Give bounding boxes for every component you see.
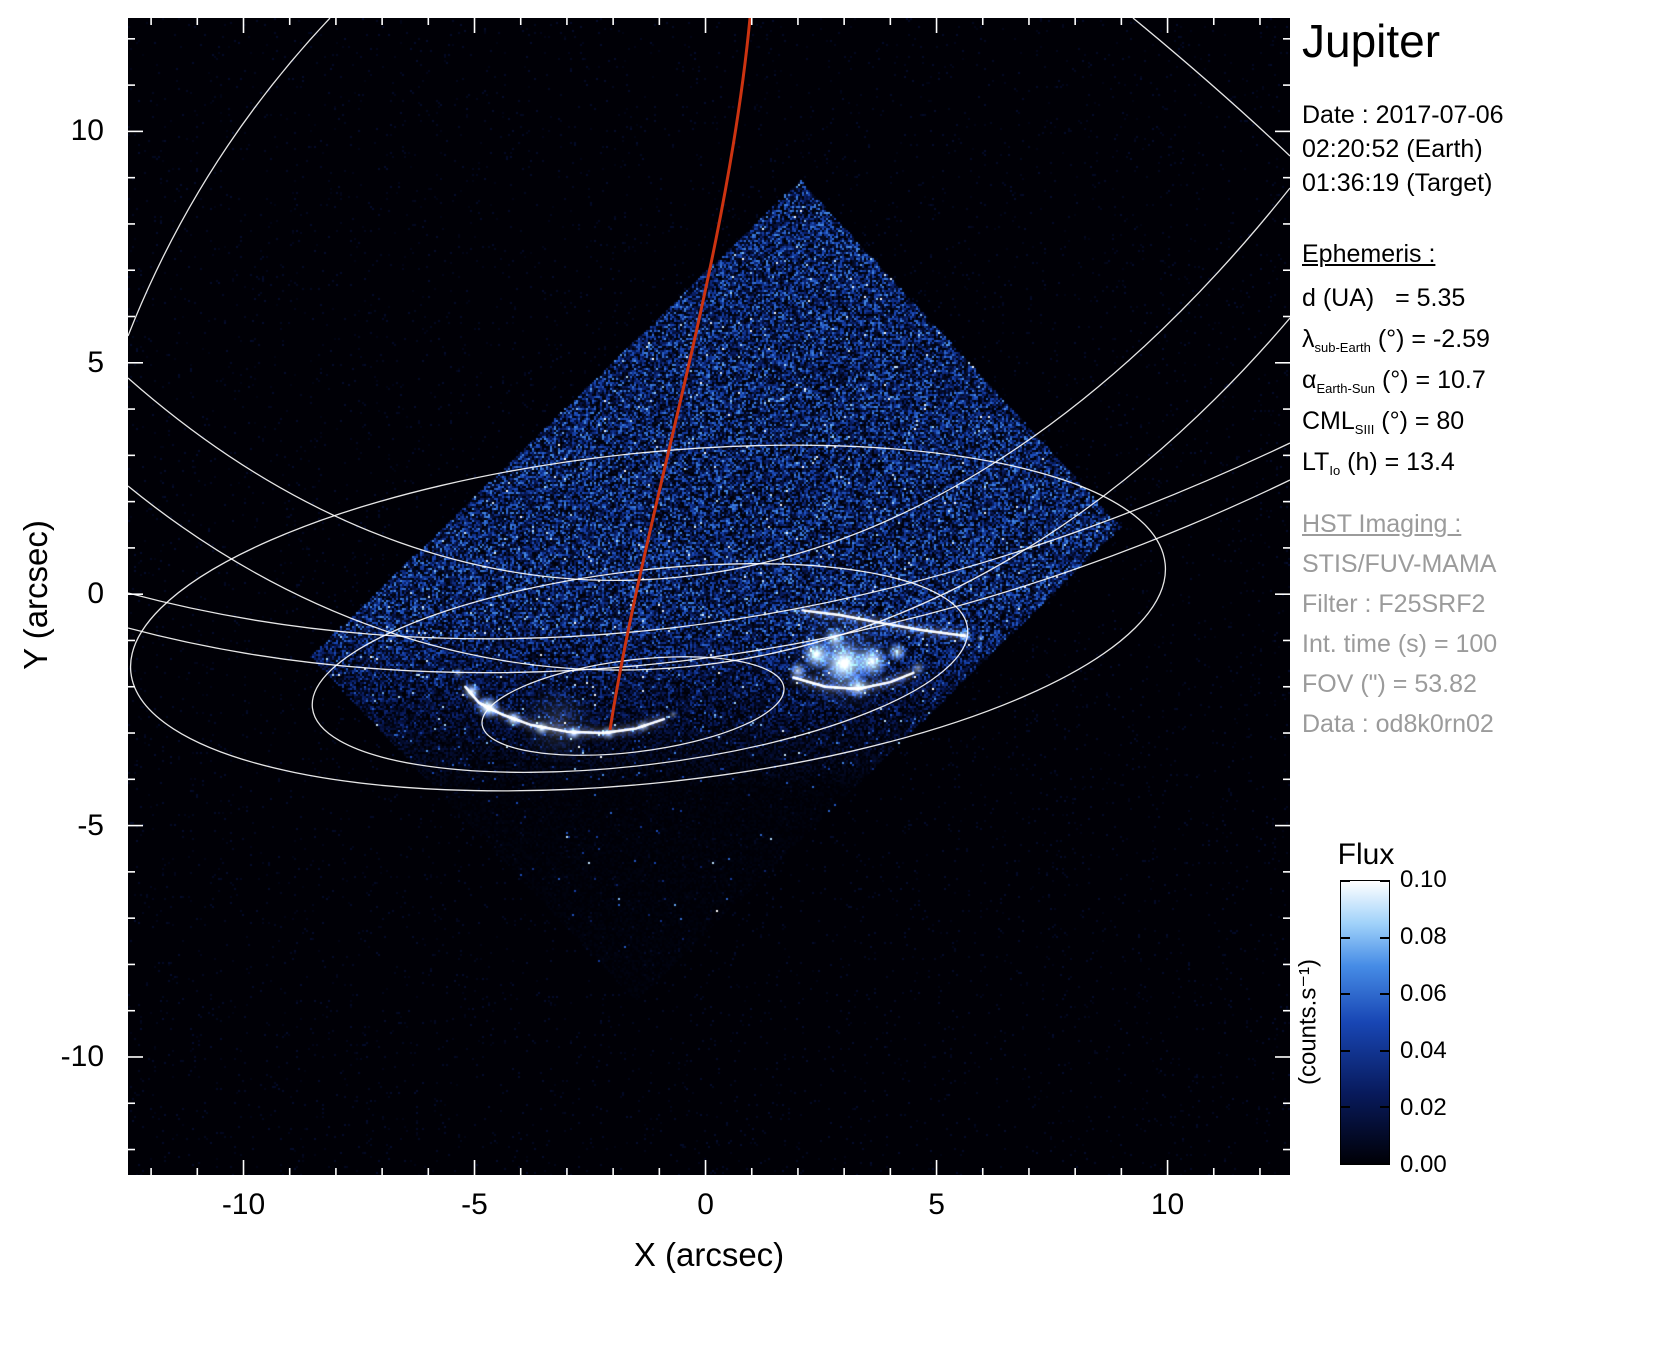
eph-value: (°) = 10.7 [1375, 366, 1486, 394]
eph-subscript: sub-Earth [1315, 340, 1371, 355]
x-tick-label: 10 [1151, 1188, 1184, 1222]
colorbar-tick-mark [1341, 1163, 1350, 1165]
eph-subscript: SIII [1355, 422, 1375, 437]
hst-header: HST Imaging : [1302, 504, 1497, 544]
time-earth: 02:20:52 (Earth) [1302, 132, 1504, 166]
colorbar-tick-mark [1341, 993, 1350, 995]
date-line: Date : 2017-07-06 [1302, 98, 1504, 132]
info-panel: Jupiter Date : 2017-07-06 02:20:52 (Eart… [1302, 0, 1674, 840]
colorbar-tick-mark [1380, 937, 1389, 939]
date-block: Date : 2017-07-06 02:20:52 (Earth) 01:36… [1302, 98, 1504, 200]
colorbar-tick-label: 0.06 [1400, 980, 1447, 1008]
time-target: 01:36:19 (Target) [1302, 166, 1504, 200]
hst-int-time: Int. time (s) = 100 [1302, 624, 1497, 664]
colorbar-tick-label: 0.10 [1400, 866, 1447, 894]
target-title: Jupiter [1302, 14, 1440, 68]
colorbar-tick-label: 0.02 [1400, 1094, 1447, 1122]
image-canvas [128, 18, 1290, 1175]
plot-area [128, 18, 1290, 1175]
ephemeris-row-cml: CMLSIII (°) = 80 [1302, 401, 1490, 442]
overlay-svg [128, 18, 1290, 1175]
x-axis-title: X (arcsec) [128, 1236, 1290, 1274]
colorbar-tick-mark [1380, 1050, 1389, 1052]
hst-imaging-block: HST Imaging : STIS/FUV-MAMA Filter : F25… [1302, 504, 1497, 744]
ephemeris-row-lambda: λsub-Earth (°) = -2.59 [1302, 319, 1490, 360]
x-tick-label: -10 [222, 1188, 265, 1222]
x-axis: -10 -5 0 5 10 [128, 1188, 1290, 1228]
y-tick-label: -10 [0, 1040, 104, 1074]
y-tick-label: 10 [0, 114, 104, 148]
x-tick-label: 5 [928, 1188, 945, 1222]
eph-symbol: α [1302, 366, 1316, 394]
eph-subscript: Io [1329, 463, 1340, 478]
ephemeris-header: Ephemeris : [1302, 240, 1435, 269]
eph-symbol: λ [1302, 325, 1315, 353]
ephemeris-row-distance: d (UA) = 5.35 [1302, 278, 1490, 319]
y-tick-label: 5 [0, 346, 104, 380]
eph-symbol: CML [1302, 407, 1355, 435]
colorbar-tick-mark [1341, 880, 1350, 882]
colorbar-tick-mark [1341, 1050, 1350, 1052]
ephemeris-row-lt-io: LTIo (h) = 13.4 [1302, 442, 1490, 483]
colorbar-tick-label: 0.08 [1400, 923, 1447, 951]
ephemeris-list: d (UA) = 5.35 λsub-Earth (°) = -2.59 αEa… [1302, 278, 1490, 483]
x-tick-label: -5 [461, 1188, 488, 1222]
colorbar-tick-labels: 0.10 0.08 0.06 0.04 0.02 0.00 [1400, 880, 1490, 1165]
eph-value: (h) = 13.4 [1340, 448, 1455, 476]
hst-data-id: Data : od8k0rn02 [1302, 704, 1497, 744]
colorbar-unit-label: (counts.s⁻¹) [1294, 959, 1323, 1085]
colorbar-tick-mark [1380, 1163, 1389, 1165]
eph-value: = 5.35 [1374, 284, 1465, 312]
hst-filter: Filter : F25SRF2 [1302, 584, 1497, 624]
x-tick-label: 0 [697, 1188, 714, 1222]
hst-instrument: STIS/FUV-MAMA [1302, 544, 1497, 584]
colorbar-title: Flux [1334, 838, 1398, 872]
colorbar-tick-mark [1341, 1106, 1350, 1108]
figure: 10 5 0 -5 -10 -10 -5 0 5 10 X (arcsec) Y… [0, 0, 1676, 1367]
eph-symbol: d (UA) [1302, 284, 1374, 312]
eph-value: (°) = 80 [1374, 407, 1464, 435]
colorbar-tick-mark [1380, 880, 1389, 882]
colorbar-gradient [1340, 880, 1390, 1165]
colorbar-tick-mark [1380, 993, 1389, 995]
eph-subscript: Earth-Sun [1316, 381, 1375, 396]
eph-value: (°) = -2.59 [1371, 325, 1490, 353]
y-tick-label: -5 [0, 809, 104, 843]
ephemeris-row-alpha: αEarth-Sun (°) = 10.7 [1302, 360, 1490, 401]
colorbar-tick-mark [1341, 937, 1350, 939]
colorbar-tick-label: 0.04 [1400, 1037, 1447, 1065]
colorbar-tick-label: 0.00 [1400, 1151, 1447, 1179]
y-axis-title: Y (arcsec) [17, 520, 55, 670]
hst-fov: FOV (") = 53.82 [1302, 664, 1497, 704]
eph-symbol: LT [1302, 448, 1329, 476]
colorbar-tick-mark [1380, 1106, 1389, 1108]
